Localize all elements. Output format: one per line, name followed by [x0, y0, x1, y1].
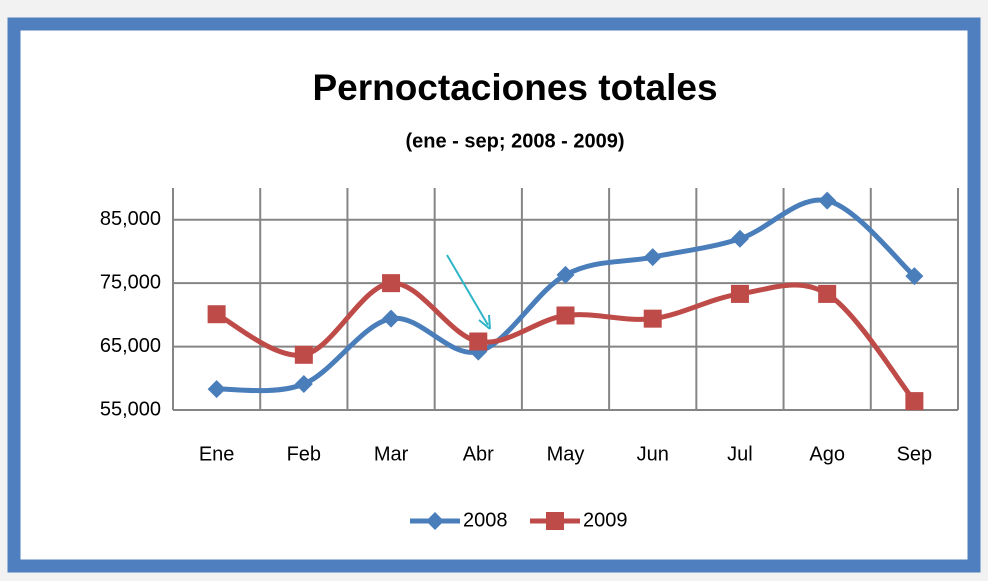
- marker: [730, 229, 749, 248]
- x-tick-label: Feb: [287, 443, 321, 465]
- chart-subtitle: (ene - sep; 2008 - 2009): [406, 130, 625, 152]
- x-tick-label: Ene: [199, 443, 235, 465]
- y-tick-label: 85,000: [100, 208, 161, 230]
- x-tick-label: Jul: [727, 443, 753, 465]
- marker: [905, 392, 924, 411]
- x-tick-label: Abr: [463, 443, 494, 465]
- annotation-arrow: [446, 254, 491, 330]
- x-tick-label: May: [547, 443, 585, 465]
- y-tick-label: 65,000: [100, 335, 161, 357]
- y-tick-label: 75,000: [100, 271, 161, 293]
- marker: [556, 265, 575, 284]
- marker: [469, 332, 488, 351]
- marker: [730, 284, 749, 303]
- marker: [207, 380, 226, 399]
- x-tick-label: Mar: [374, 443, 409, 465]
- marker: [382, 309, 401, 328]
- marker: [905, 267, 924, 286]
- marker: [818, 191, 837, 210]
- marker: [546, 512, 564, 530]
- marker: [382, 274, 401, 293]
- marker: [426, 512, 444, 530]
- marker: [643, 248, 662, 267]
- marker: [643, 309, 662, 328]
- marker: [294, 345, 313, 364]
- marker: [556, 306, 575, 325]
- x-tick-label: Sep: [897, 443, 933, 465]
- x-tick-label: Jun: [637, 443, 669, 465]
- legend-label: 2009: [583, 509, 628, 531]
- x-tick-label: Ago: [809, 443, 845, 465]
- legend-label: 2008: [463, 509, 508, 531]
- marker: [818, 284, 837, 303]
- y-tick-label: 55,000: [100, 398, 161, 420]
- marker: [207, 305, 226, 324]
- chart-title: Pernoctaciones totales: [312, 67, 717, 108]
- marker: [294, 374, 313, 393]
